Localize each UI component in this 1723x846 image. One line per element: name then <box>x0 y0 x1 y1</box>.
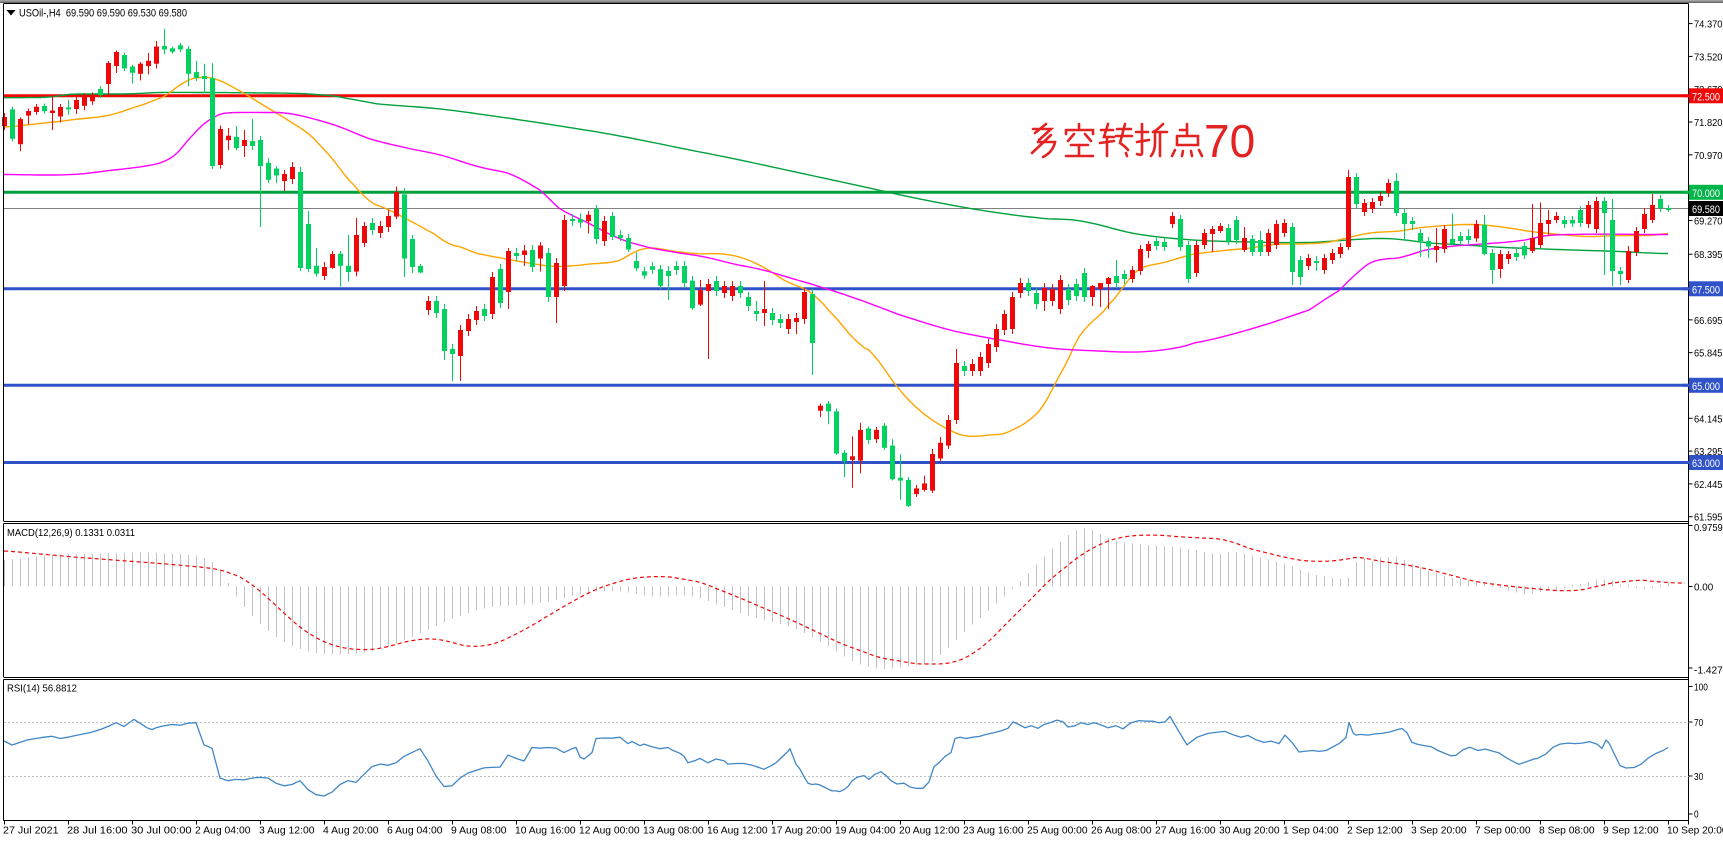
svg-text:6 Aug 04:00: 6 Aug 04:00 <box>387 825 443 837</box>
svg-text:23 Aug 16:00: 23 Aug 16:00 <box>963 825 1024 837</box>
svg-text:7 Sep 00:00: 7 Sep 00:00 <box>1475 825 1531 837</box>
svg-text:65.000: 65.000 <box>1692 381 1720 393</box>
svg-text:2 Sep 12:00: 2 Sep 12:00 <box>1347 825 1403 837</box>
svg-text:17 Aug 20:00: 17 Aug 20:00 <box>771 825 832 837</box>
svg-text:MACD(12,26,9) 0.1331 0.0311: MACD(12,26,9) 0.1331 0.0311 <box>7 527 135 539</box>
svg-text:70: 70 <box>1694 717 1703 729</box>
svg-text:71.820: 71.820 <box>1694 117 1723 129</box>
svg-text:27 Aug 16:00: 27 Aug 16:00 <box>1155 825 1216 837</box>
svg-text:70.000: 70.000 <box>1692 188 1720 200</box>
svg-text:8 Sep 08:00: 8 Sep 08:00 <box>1539 825 1595 837</box>
svg-text:USOil-,H4 69.590 69.590 69.53: USOil-,H4 69.590 69.590 69.530 69.580 <box>19 8 187 20</box>
svg-text:73.520: 73.520 <box>1694 51 1723 63</box>
svg-text:12 Aug 00:00: 12 Aug 00:00 <box>579 825 640 837</box>
svg-text:65.845: 65.845 <box>1694 348 1723 360</box>
svg-text:72.500: 72.500 <box>1692 91 1720 103</box>
svg-text:2 Aug 04:00: 2 Aug 04:00 <box>195 825 251 837</box>
svg-text:9 Aug 08:00: 9 Aug 08:00 <box>451 825 507 837</box>
svg-text:4 Aug 20:00: 4 Aug 20:00 <box>323 825 379 837</box>
svg-text:70: 70 <box>1204 115 1255 167</box>
svg-text:61.595: 61.595 <box>1694 512 1723 524</box>
svg-text:20 Aug 12:00: 20 Aug 12:00 <box>899 825 960 837</box>
svg-text:70.970: 70.970 <box>1694 150 1723 162</box>
svg-text:3 Sep 20:00: 3 Sep 20:00 <box>1411 825 1467 837</box>
svg-text:27 Jul 2021: 27 Jul 2021 <box>3 825 59 837</box>
svg-text:69.270: 69.270 <box>1694 215 1723 227</box>
svg-text:28 Jul 16:00: 28 Jul 16:00 <box>67 825 128 837</box>
svg-text:66.695: 66.695 <box>1694 315 1723 327</box>
svg-text:74.370: 74.370 <box>1694 19 1723 31</box>
svg-text:13 Aug 08:00: 13 Aug 08:00 <box>643 825 704 837</box>
svg-text:68.395: 68.395 <box>1694 249 1723 261</box>
svg-text:19 Aug 04:00: 19 Aug 04:00 <box>835 825 896 837</box>
svg-text:30 Jul 00:00: 30 Jul 00:00 <box>131 825 192 837</box>
svg-text:30: 30 <box>1694 771 1703 783</box>
svg-text:25 Aug 00:00: 25 Aug 00:00 <box>1027 825 1088 837</box>
svg-text:62.445: 62.445 <box>1694 479 1723 491</box>
svg-text:30 Aug 20:00: 30 Aug 20:00 <box>1219 825 1280 837</box>
svg-text:26 Aug 08:00: 26 Aug 08:00 <box>1091 825 1152 837</box>
svg-text:0.00: 0.00 <box>1694 582 1713 594</box>
svg-text:0.9759: 0.9759 <box>1694 522 1723 534</box>
svg-text:63.000: 63.000 <box>1692 458 1720 470</box>
svg-text:9 Sep 12:00: 9 Sep 12:00 <box>1603 825 1659 837</box>
svg-text:1 Sep 04:00: 1 Sep 04:00 <box>1283 825 1339 837</box>
svg-text:RSI(14) 56.8812: RSI(14) 56.8812 <box>7 683 77 695</box>
svg-text:-1.427: -1.427 <box>1694 665 1723 677</box>
svg-text:64.145: 64.145 <box>1694 413 1723 425</box>
svg-text:69.580: 69.580 <box>1692 204 1720 216</box>
svg-text:3 Aug 12:00: 3 Aug 12:00 <box>259 825 315 837</box>
svg-text:10 Aug 16:00: 10 Aug 16:00 <box>515 825 576 837</box>
svg-text:67.500: 67.500 <box>1692 284 1720 296</box>
svg-text:16 Aug 12:00: 16 Aug 12:00 <box>707 825 768 837</box>
svg-text:100: 100 <box>1694 682 1708 694</box>
svg-text:10 Sep 20:00: 10 Sep 20:00 <box>1667 825 1723 837</box>
svg-text:0: 0 <box>1694 809 1699 821</box>
